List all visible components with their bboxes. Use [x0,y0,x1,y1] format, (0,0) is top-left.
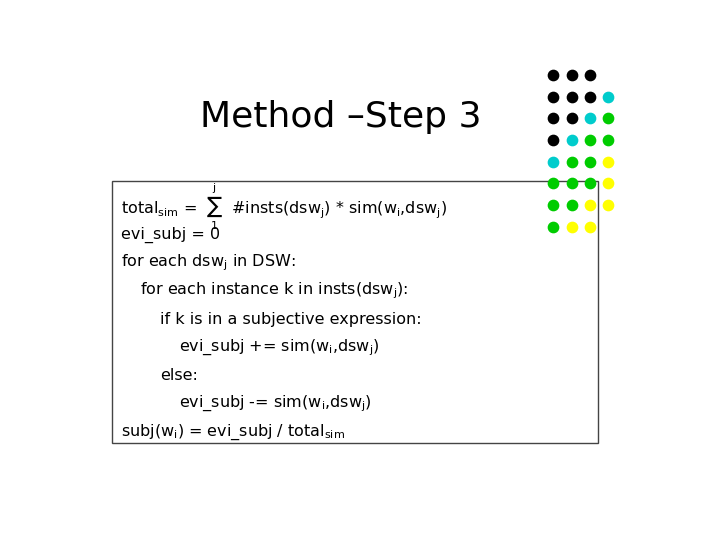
Point [566,222,577,231]
Point [584,136,595,144]
Text: else:: else: [160,368,197,383]
Point [584,71,595,79]
Point [547,136,559,144]
Text: for each instance k in insts(dsw$_{\mathregular{j}}$):: for each instance k in insts(dsw$_{\math… [140,281,409,301]
Point [566,179,577,187]
Point [566,157,577,166]
Point [566,114,577,123]
Text: evi_subj -= sim(w$_{\mathregular{i}}$,dsw$_{\mathregular{j}}$): evi_subj -= sim(w$_{\mathregular{i}}$,ds… [179,394,372,414]
Point [566,92,577,101]
Point [603,136,614,144]
Point [566,200,577,209]
Point [584,222,595,231]
Point [603,179,614,187]
Point [603,157,614,166]
Point [547,200,559,209]
Text: subj(w$_{\mathregular{i}}$) = evi_subj / total$_{\mathregular{sim}}$: subj(w$_{\mathregular{i}}$) = evi_subj /… [121,423,345,442]
Point [547,71,559,79]
Text: evi_subj = 0: evi_subj = 0 [121,226,220,242]
Point [603,200,614,209]
Point [603,92,614,101]
Point [584,114,595,123]
Point [547,222,559,231]
Point [547,114,559,123]
Point [566,71,577,79]
Text: evi_subj += sim(w$_{\mathregular{i}}$,dsw$_{\mathregular{j}}$): evi_subj += sim(w$_{\mathregular{i}}$,ds… [179,338,379,357]
Point [584,157,595,166]
Text: Method –Step 3: Method –Step 3 [200,100,482,134]
Point [566,136,577,144]
Text: for each dsw$_{\mathregular{j}}$ in DSW:: for each dsw$_{\mathregular{j}}$ in DSW: [121,252,295,273]
Point [547,179,559,187]
Point [584,92,595,101]
Point [584,200,595,209]
Point [603,114,614,123]
FancyBboxPatch shape [112,181,598,443]
Text: total$_{\mathregular{sim}}$ =  $\sum_{\mathregular{1}}^{\mathregular{j}}$  #inst: total$_{\mathregular{sim}}$ = $\sum_{\ma… [121,181,447,232]
Point [547,157,559,166]
Point [547,92,559,101]
Point [584,179,595,187]
Text: if k is in a subjective expression:: if k is in a subjective expression: [160,312,421,327]
